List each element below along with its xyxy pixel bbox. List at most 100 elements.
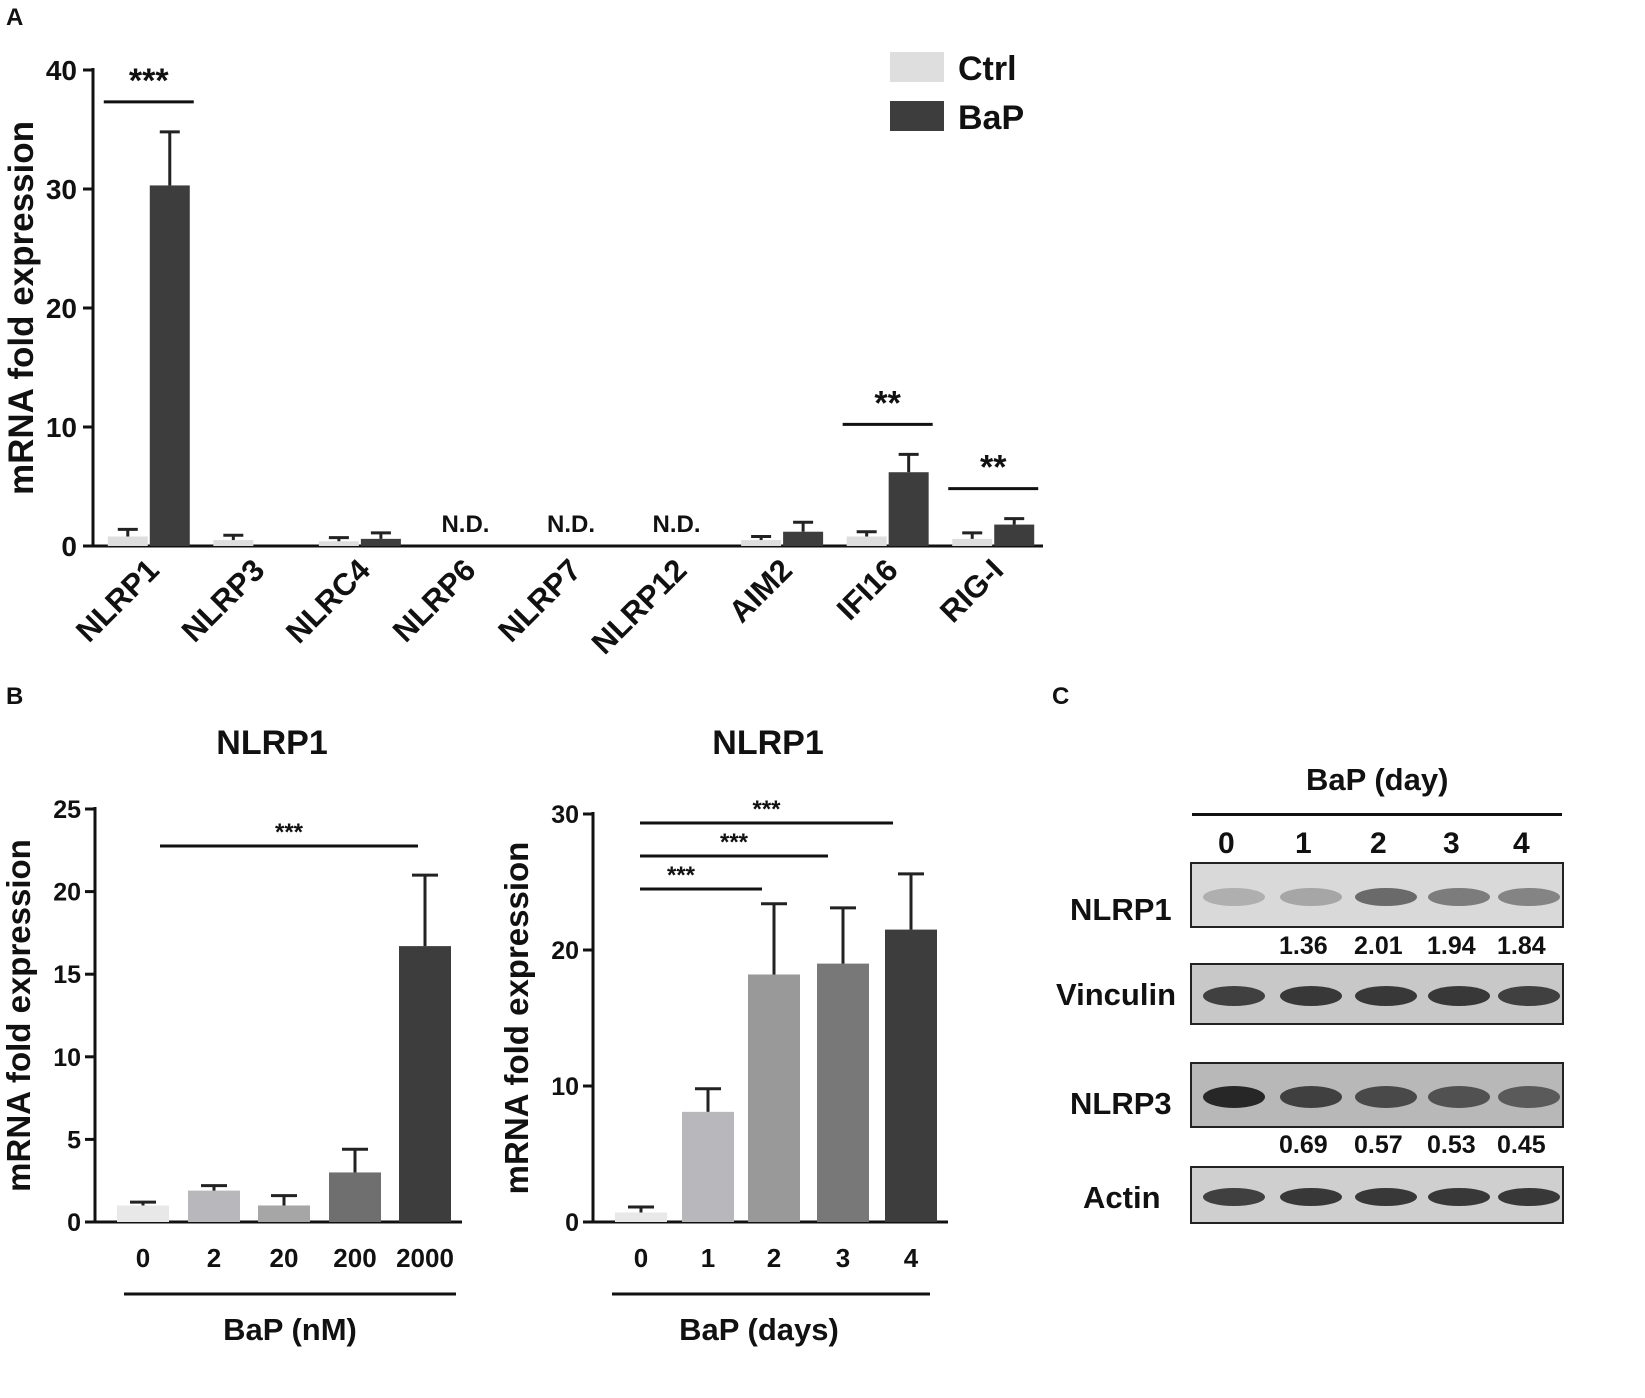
blot-band	[1203, 986, 1265, 1006]
b1-y-tick-label: 5	[67, 1126, 81, 1154]
blot-band	[1280, 986, 1342, 1006]
blot-band	[1428, 888, 1490, 906]
blot-band	[1203, 1086, 1265, 1108]
b1-title: NLRP1	[216, 724, 327, 762]
blot-header: BaP (day)	[1306, 762, 1449, 797]
a-bar-ctrl	[213, 540, 254, 546]
blot-strip-actin	[1190, 1166, 1564, 1224]
b2-y-tick-label: 0	[565, 1209, 579, 1237]
a-legend-swatch-ctrl	[890, 52, 944, 82]
a-bar-bap	[994, 524, 1035, 546]
b1-y-tick-label: 10	[53, 1044, 81, 1072]
a-legend-label-bap: BaP	[958, 99, 1024, 137]
blot-band	[1355, 986, 1417, 1006]
blot-band	[1498, 1188, 1560, 1206]
b1-category-label: 200	[333, 1243, 376, 1273]
b1-y-tick-label: 15	[53, 961, 81, 989]
blot-quant-value: 0.69	[1279, 1131, 1328, 1159]
a-legend-label-ctrl: Ctrl	[958, 50, 1017, 88]
b1-y-tick-label: 25	[53, 796, 81, 824]
b2-y-tick-label: 30	[551, 801, 579, 829]
a-significance-label: **	[874, 384, 901, 422]
b2-category-label: 3	[836, 1243, 850, 1273]
blot-band	[1498, 1086, 1560, 1108]
a-nd-label: N.D.	[653, 511, 701, 538]
a-y-tick-label: 10	[46, 412, 77, 443]
b1-y-tick-label: 20	[53, 879, 81, 907]
blot-row-label-vinculin: Vinculin	[1056, 977, 1177, 1012]
blot-quant-value: 1.36	[1279, 932, 1328, 960]
blot-row-label-nlrp1: NLRP1	[1070, 892, 1172, 927]
b1-x-axis-label: BaP (nM)	[223, 1312, 357, 1347]
blot-quant-value: 1.84	[1497, 932, 1546, 960]
a-y-tick-label: 30	[46, 174, 77, 205]
b1-y-tick-label: 0	[67, 1209, 81, 1237]
lane-label: 3	[1443, 827, 1460, 860]
blot-row-label-actin: Actin	[1083, 1180, 1161, 1215]
b2-title: NLRP1	[712, 724, 823, 762]
b1-bar	[117, 1205, 169, 1222]
panel-label-c: C	[1052, 683, 1070, 710]
b1-bar	[258, 1205, 310, 1222]
lane-label: 4	[1513, 827, 1530, 860]
blot-band	[1280, 1188, 1342, 1206]
b2-category-label: 0	[634, 1243, 648, 1273]
blot-strip-vinculin	[1190, 963, 1564, 1025]
blot-quant-value: 2.01	[1354, 932, 1403, 960]
a-legend-swatch-bap	[890, 101, 944, 131]
b2-bar	[682, 1111, 734, 1222]
b2-category-label: 4	[904, 1243, 919, 1273]
b2-bar	[817, 963, 869, 1222]
panel-label-b: B	[6, 683, 24, 710]
a-bar-bap	[360, 538, 401, 546]
b2-bar	[748, 974, 800, 1222]
b2-x-axis-label: BaP (days)	[679, 1312, 839, 1347]
blot-band	[1498, 986, 1560, 1006]
a-bar-bap	[888, 472, 929, 546]
a-significance-label: ***	[129, 62, 169, 100]
b1-bar	[399, 946, 451, 1222]
blot-quant-value: 0.57	[1354, 1131, 1403, 1159]
lane-label: 2	[1370, 827, 1387, 860]
b1-category-label: 2	[207, 1243, 221, 1273]
b1-category-label: 20	[270, 1243, 299, 1273]
b1-y-axis-label: mRNA fold expression	[0, 839, 37, 1192]
a-bar-ctrl	[107, 536, 148, 546]
a-significance-label: **	[980, 449, 1007, 487]
b2-y-tick-label: 10	[551, 1073, 579, 1101]
blot-quant-value: 0.53	[1427, 1131, 1476, 1159]
blot-band	[1428, 1188, 1490, 1206]
a-bar-ctrl	[846, 536, 887, 546]
a-y-tick-label: 0	[61, 531, 77, 562]
blot-band	[1280, 888, 1342, 906]
a-nd-label: N.D.	[441, 511, 489, 538]
blot-band	[1428, 986, 1490, 1006]
blot-band	[1280, 1086, 1342, 1108]
b2-category-label: 2	[767, 1243, 781, 1273]
blot-quant-value: 0.45	[1497, 1131, 1546, 1159]
b1-category-label: 2000	[396, 1243, 454, 1273]
blot-band	[1203, 888, 1265, 906]
b2-y-tick-label: 20	[551, 937, 579, 965]
blot-header-line	[1192, 813, 1562, 816]
blot-row-label-nlrp3: NLRP3	[1070, 1086, 1172, 1121]
blot-band	[1355, 1188, 1417, 1206]
b2-bar	[885, 929, 937, 1222]
blot-quant-value: 1.94	[1427, 932, 1476, 960]
a-bar-bap	[783, 531, 824, 546]
lane-label: 0	[1218, 827, 1235, 860]
blot-band	[1428, 1086, 1490, 1108]
a-bar-ctrl	[318, 541, 359, 546]
a-bar-ctrl	[952, 538, 993, 546]
a-bar-ctrl	[741, 540, 782, 546]
blot-band	[1203, 1188, 1265, 1206]
blot-band	[1498, 888, 1560, 906]
panel-label-a: A	[6, 4, 24, 31]
a-nd-label: N.D.	[547, 511, 595, 538]
blot-band	[1355, 888, 1417, 906]
a-y-axis-label: mRNA fold expression	[2, 121, 41, 495]
b1-bar	[188, 1190, 240, 1222]
b1-bar	[329, 1172, 381, 1222]
